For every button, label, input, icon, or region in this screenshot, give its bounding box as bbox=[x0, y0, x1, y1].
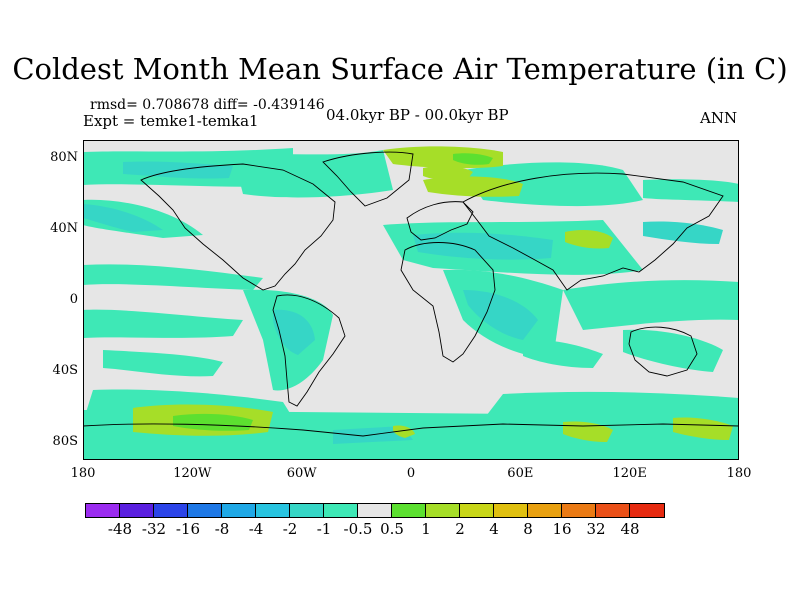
colorbar-label: 16 bbox=[552, 520, 572, 538]
colorbar-label: 4 bbox=[489, 520, 499, 538]
colorbar-label: -0.5 bbox=[343, 520, 373, 538]
colorbar bbox=[85, 503, 665, 518]
colorbar-segment bbox=[86, 504, 120, 517]
lon-tick-label: 120W bbox=[173, 466, 212, 481]
colorbar-segment bbox=[426, 504, 460, 517]
colorbar-label: 1 bbox=[421, 520, 431, 538]
lon-tick-label: 0 bbox=[406, 466, 416, 481]
colorbar-segment bbox=[324, 504, 358, 517]
colorbar-segment bbox=[188, 504, 222, 517]
rmsd-diff-stat: rmsd= 0.708678 diff= -0.439146 bbox=[90, 97, 325, 113]
lon-tick-label: 60W bbox=[286, 466, 317, 481]
anomaly-field bbox=[83, 146, 739, 460]
colorbar-label: -16 bbox=[175, 520, 201, 538]
lat-tick-label: 0 bbox=[69, 292, 78, 307]
lon-tick-label: 180 bbox=[70, 466, 96, 481]
colorbar-label: 0.5 bbox=[380, 520, 404, 538]
lon-tick-label: 120E bbox=[612, 466, 647, 481]
season-label: ANN bbox=[700, 109, 738, 127]
colorbar-label: -8 bbox=[214, 520, 230, 538]
lat-tick-label: 40S bbox=[52, 363, 78, 379]
experiment-label: Expt = temke1-temka1 bbox=[83, 112, 259, 130]
lon-tick-label: 60E bbox=[507, 466, 534, 481]
lat-tick-label: 40N bbox=[50, 220, 78, 236]
lat-tick-label: 80S bbox=[52, 434, 78, 450]
colorbar-segment bbox=[222, 504, 256, 517]
lat-tick-label: 80N bbox=[50, 149, 78, 165]
colorbar-segment bbox=[256, 504, 290, 517]
colorbar-label: -48 bbox=[107, 520, 133, 538]
colorbar-segment bbox=[596, 504, 630, 517]
colorbar-segment bbox=[562, 504, 596, 517]
colorbar-label: -32 bbox=[141, 520, 167, 538]
colorbar-segment bbox=[460, 504, 494, 517]
colorbar-segment bbox=[630, 504, 664, 517]
colorbar-label: 2 bbox=[455, 520, 465, 538]
period-label: 04.0kyr BP - 00.0kyr BP bbox=[326, 106, 509, 124]
map-title: Coldest Month Mean Surface Air Temperatu… bbox=[12, 52, 788, 86]
colorbar-segment bbox=[528, 504, 562, 517]
colorbar-label: 32 bbox=[586, 520, 606, 538]
map-plot-area bbox=[83, 140, 739, 460]
colorbar-label: 48 bbox=[620, 520, 640, 538]
colorbar-label: -2 bbox=[282, 520, 298, 538]
colorbar-segment bbox=[290, 504, 324, 517]
colorbar-segment bbox=[494, 504, 528, 517]
colorbar-segment bbox=[154, 504, 188, 517]
colorbar-label: -4 bbox=[248, 520, 264, 538]
colorbar-segment bbox=[392, 504, 426, 517]
colorbar-segment bbox=[358, 504, 392, 517]
colorbar-label: -1 bbox=[316, 520, 332, 538]
world-map bbox=[83, 146, 739, 460]
lon-tick-label: 180 bbox=[726, 466, 752, 481]
coastlines bbox=[83, 151, 739, 437]
colorbar-label: 8 bbox=[523, 520, 533, 538]
colorbar-segment bbox=[120, 504, 154, 517]
